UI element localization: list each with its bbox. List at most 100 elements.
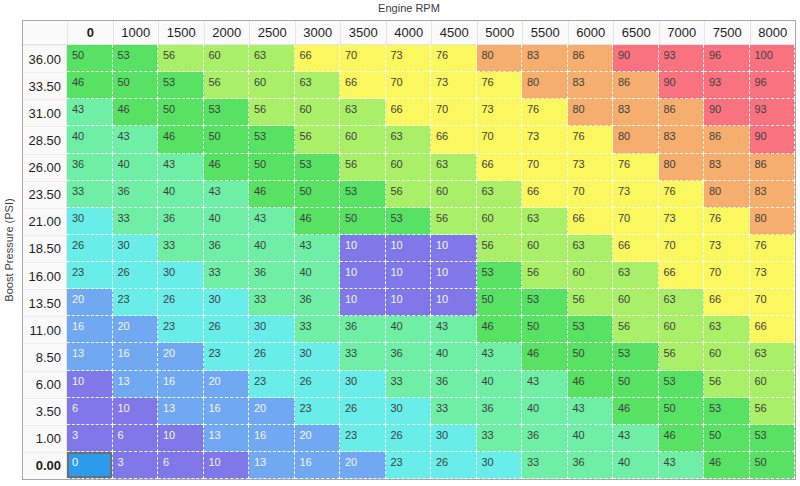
table-cell[interactable]: 70	[568, 181, 614, 208]
table-cell[interactable]: 43	[204, 181, 250, 208]
table-cell[interactable]: 26	[431, 452, 477, 479]
table-cell[interactable]: 50	[613, 371, 659, 398]
table-cell[interactable]: 40	[67, 126, 113, 153]
table-cell[interactable]: 53	[568, 316, 614, 343]
table-cell[interactable]: 10	[431, 262, 477, 289]
table-cell[interactable]: 36	[113, 181, 159, 208]
table-cell[interactable]: 46	[659, 425, 705, 452]
table-cell[interactable]: 86	[750, 154, 796, 181]
table-cell[interactable]: 73	[568, 154, 614, 181]
table-cell[interactable]: 30	[204, 289, 250, 316]
row-header-0.00[interactable]: 0.00	[23, 452, 67, 479]
table-cell[interactable]: 60	[750, 371, 796, 398]
table-cell[interactable]: 96	[750, 72, 796, 99]
table-cell[interactable]: 36	[340, 316, 386, 343]
table-cell[interactable]: 63	[750, 343, 796, 370]
table-cell[interactable]: 26	[386, 425, 432, 452]
table-cell[interactable]: 56	[158, 45, 204, 72]
row-header-16.00[interactable]: 16.00	[23, 262, 67, 289]
table-cell[interactable]: 53	[340, 181, 386, 208]
column-header-3000[interactable]: 3000	[295, 21, 341, 45]
table-cell[interactable]: 40	[477, 371, 523, 398]
table-cell[interactable]: 76	[750, 235, 796, 262]
table-cell[interactable]: 10	[340, 262, 386, 289]
column-header-7000[interactable]: 7000	[659, 21, 705, 45]
table-cell[interactable]: 93	[750, 99, 796, 126]
table-cell[interactable]: 30	[386, 398, 432, 425]
table-cell[interactable]: 100	[750, 45, 796, 72]
table-cell[interactable]: 40	[158, 181, 204, 208]
table-cell[interactable]: 26	[158, 289, 204, 316]
table-cell[interactable]: 43	[522, 371, 568, 398]
table-cell[interactable]: 10	[204, 452, 250, 479]
table-cell[interactable]: 60	[249, 72, 295, 99]
table-cell[interactable]: 56	[295, 126, 341, 153]
table-cell[interactable]: 6	[67, 398, 113, 425]
table-cell[interactable]: 73	[477, 99, 523, 126]
table-cell[interactable]: 20	[249, 398, 295, 425]
table-cell[interactable]: 30	[158, 262, 204, 289]
table-cell[interactable]: 73	[704, 235, 750, 262]
table-cell[interactable]: 50	[204, 126, 250, 153]
table-cell[interactable]: 20	[67, 289, 113, 316]
table-cell[interactable]: 20	[158, 343, 204, 370]
table-cell[interactable]: 50	[67, 45, 113, 72]
table-cell[interactable]: 66	[522, 181, 568, 208]
table-cell[interactable]: 83	[522, 45, 568, 72]
table-cell[interactable]: 50	[568, 343, 614, 370]
table-cell[interactable]: 63	[659, 289, 705, 316]
table-cell[interactable]: 60	[613, 289, 659, 316]
table-cell[interactable]: 30	[431, 425, 477, 452]
table-cell[interactable]: 43	[113, 126, 159, 153]
table-cell[interactable]: 70	[340, 45, 386, 72]
table-cell[interactable]: 30	[295, 343, 341, 370]
table-cell[interactable]: 50	[249, 154, 295, 181]
table-cell[interactable]: 30	[340, 371, 386, 398]
table-cell[interactable]: 70	[704, 262, 750, 289]
table-cell[interactable]: 60	[522, 235, 568, 262]
table-cell[interactable]: 30	[249, 316, 295, 343]
table-cell[interactable]: 13	[158, 398, 204, 425]
table-cell[interactable]: 60	[568, 262, 614, 289]
table-cell[interactable]: 70	[750, 289, 796, 316]
row-header-33.50[interactable]: 33.50	[23, 72, 67, 99]
table-cell[interactable]: 50	[113, 72, 159, 99]
table-cell[interactable]: 36	[522, 425, 568, 452]
table-cell[interactable]: 43	[249, 208, 295, 235]
table-cell[interactable]: 53	[295, 154, 341, 181]
table-cell[interactable]: 63	[568, 235, 614, 262]
table-cell[interactable]: 26	[249, 343, 295, 370]
table-cell[interactable]: 3	[113, 452, 159, 479]
table-cell[interactable]: 33	[340, 343, 386, 370]
table-cell[interactable]: 60	[295, 99, 341, 126]
table-cell[interactable]: 33	[522, 452, 568, 479]
table-cell[interactable]: 60	[477, 208, 523, 235]
table-cell[interactable]: 33	[113, 208, 159, 235]
table-cell[interactable]: 30	[67, 208, 113, 235]
table-cell[interactable]: 63	[249, 45, 295, 72]
column-header-2000[interactable]: 2000	[204, 21, 250, 45]
table-cell[interactable]: 46	[113, 99, 159, 126]
table-cell[interactable]: 53	[249, 126, 295, 153]
table-cell[interactable]: 26	[67, 235, 113, 262]
column-header-3500[interactable]: 3500	[340, 21, 386, 45]
table-cell[interactable]: 33	[386, 371, 432, 398]
table-cell[interactable]: 53	[704, 398, 750, 425]
table-cell[interactable]: 46	[204, 154, 250, 181]
table-cell[interactable]: 63	[613, 262, 659, 289]
table-cell[interactable]: 80	[704, 181, 750, 208]
table-cell[interactable]: 43	[568, 398, 614, 425]
table-cell[interactable]: 93	[704, 72, 750, 99]
column-header-6000[interactable]: 6000	[568, 21, 614, 45]
table-cell[interactable]: 10	[158, 425, 204, 452]
table-cell[interactable]: 96	[704, 45, 750, 72]
table-cell[interactable]: 76	[431, 45, 477, 72]
table-cell[interactable]: 10	[67, 371, 113, 398]
table-cell[interactable]: 90	[704, 99, 750, 126]
column-header-6500[interactable]: 6500	[613, 21, 659, 45]
table-cell[interactable]: 16	[113, 343, 159, 370]
table-cell[interactable]: 50	[704, 425, 750, 452]
table-cell[interactable]: 36	[568, 452, 614, 479]
table-cell[interactable]: 56	[704, 371, 750, 398]
table-cell[interactable]: 20	[204, 371, 250, 398]
